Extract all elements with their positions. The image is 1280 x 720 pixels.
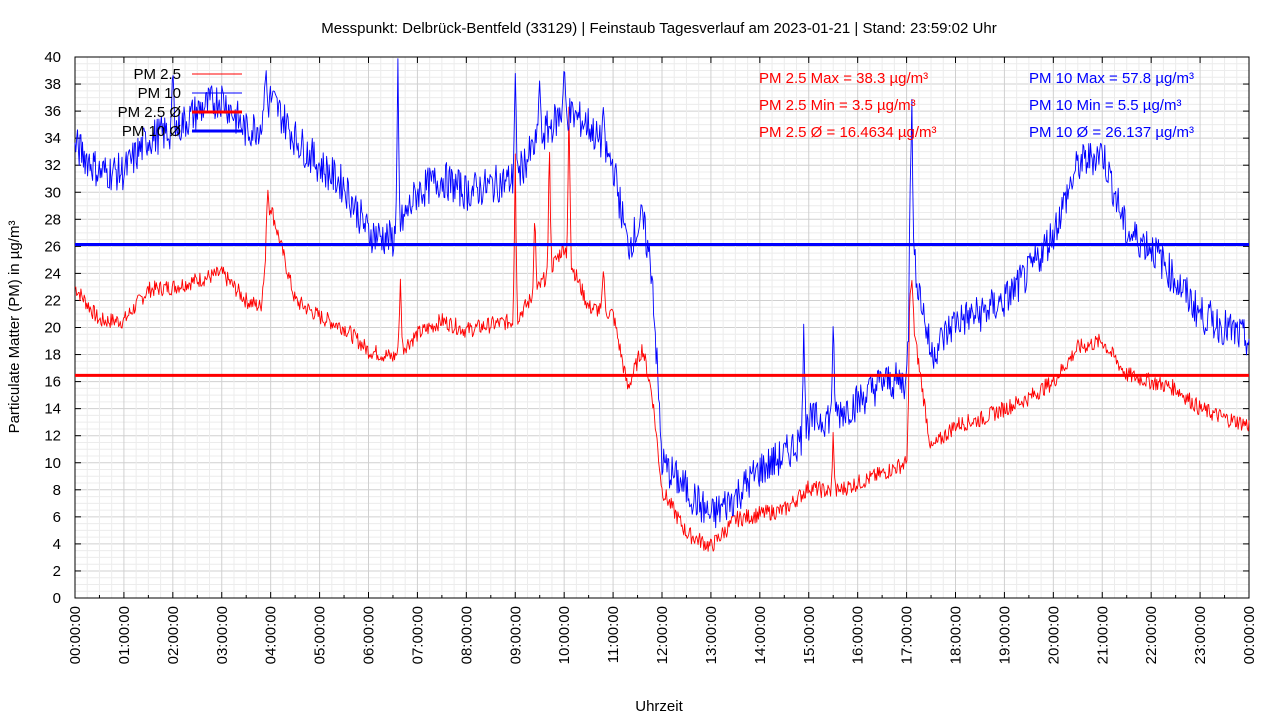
y-axis-label: Particulate Matter (PM) in µg/m³ [6,221,23,434]
x-tick-label: 16:00:00 [850,606,867,664]
x-tick-label: 06:00:00 [361,606,378,664]
y-tick-label: 2 [53,563,61,580]
x-tick-label: 20:00:00 [1045,606,1062,664]
x-tick-label: 05:00:00 [312,606,329,664]
annotation-pm25-max: PM 2.5 Max = 38.3 µg/m³ [759,70,928,87]
legend-label-pm10-avg: PM 10 Ø [122,123,182,140]
x-tick-label: 15:00:00 [801,606,818,664]
annotation-pm10-avg: PM 10 Ø = 26.137 µg/m³ [1029,124,1194,141]
y-tick-label: 26 [44,238,61,255]
x-tick-label: 21:00:00 [1094,606,1111,664]
annotation-pm10-min: PM 10 Min = 5.5 µg/m³ [1029,97,1181,114]
stats-annotations: PM 2.5 Max = 38.3 µg/m³ PM 2.5 Min = 3.5… [759,70,1194,141]
x-axis-label: Uhrzeit [635,698,683,715]
y-tick-label: 24 [44,265,61,282]
legend: PM 2.5 PM 10 PM 2.5 Ø PM 10 Ø [118,66,242,140]
x-tick-label: 04:00:00 [263,606,280,664]
y-tick-label: 6 [53,509,61,526]
x-tick-label: 07:00:00 [409,606,426,664]
x-axis: 00:00:00 01:00:00 02:00:00 03:00:00 04:00:00… [67,57,1258,664]
y-tick-label: 38 [44,76,61,93]
x-tick-label: 08:00:00 [458,606,475,664]
x-tick-label: 14:00:00 [752,606,769,664]
annotation-pm25-avg: PM 2.5 Ø = 16.4634 µg/m³ [759,124,936,141]
annotation-pm10-max: PM 10 Max = 57.8 µg/m³ [1029,70,1194,87]
pm25-line [75,106,1250,552]
legend-label-pm10: PM 10 [138,85,181,102]
y-tick-label: 0 [53,590,61,607]
y-tick-label: 4 [53,536,61,553]
x-tick-label: 12:00:00 [654,606,671,664]
y-tick-label: 22 [44,292,61,309]
x-tick-label: 09:00:00 [507,606,524,664]
x-tick-label: 11:00:00 [605,606,622,663]
x-tick-label: 23:00:00 [1192,606,1209,664]
x-tick-label: 10:00:00 [556,606,573,664]
x-tick-label: 00:00:00 [1241,606,1258,664]
annotation-pm25-min: PM 2.5 Min = 3.5 µg/m³ [759,97,916,114]
x-tick-label: 01:00:00 [116,606,133,664]
y-tick-label: 32 [44,157,61,174]
x-tick-label: 19:00:00 [996,606,1013,664]
x-tick-label: 13:00:00 [703,606,720,664]
y-tick-label: 8 [53,482,61,499]
x-tick-label: 18:00:00 [948,606,965,664]
series-layer [74,58,1250,552]
y-tick-label: 16 [44,374,61,391]
x-tick-label: 17:00:00 [899,606,916,664]
x-tick-label: 03:00:00 [214,606,231,664]
legend-label-pm25: PM 2.5 [133,66,181,83]
pm10-line [74,58,1250,529]
y-tick-label: 34 [44,130,61,147]
y-tick-label: 18 [44,347,61,364]
y-tick-label: 20 [44,320,61,337]
chart-title: Messpunkt: Delbrück-Bentfeld (33129) | F… [321,20,996,37]
x-tick-label: 00:00:00 [67,606,84,664]
y-tick-label: 40 [44,49,61,66]
x-tick-label: 02:00:00 [165,606,182,664]
y-tick-label: 12 [44,428,61,445]
y-tick-label: 30 [44,184,61,201]
y-tick-label: 36 [44,103,61,120]
x-tick-label: 22:00:00 [1143,606,1160,664]
y-tick-label: 14 [44,401,61,418]
legend-label-pm25-avg: PM 2.5 Ø [118,104,182,121]
y-tick-label: 28 [44,211,61,228]
y-tick-label: 10 [44,455,61,472]
